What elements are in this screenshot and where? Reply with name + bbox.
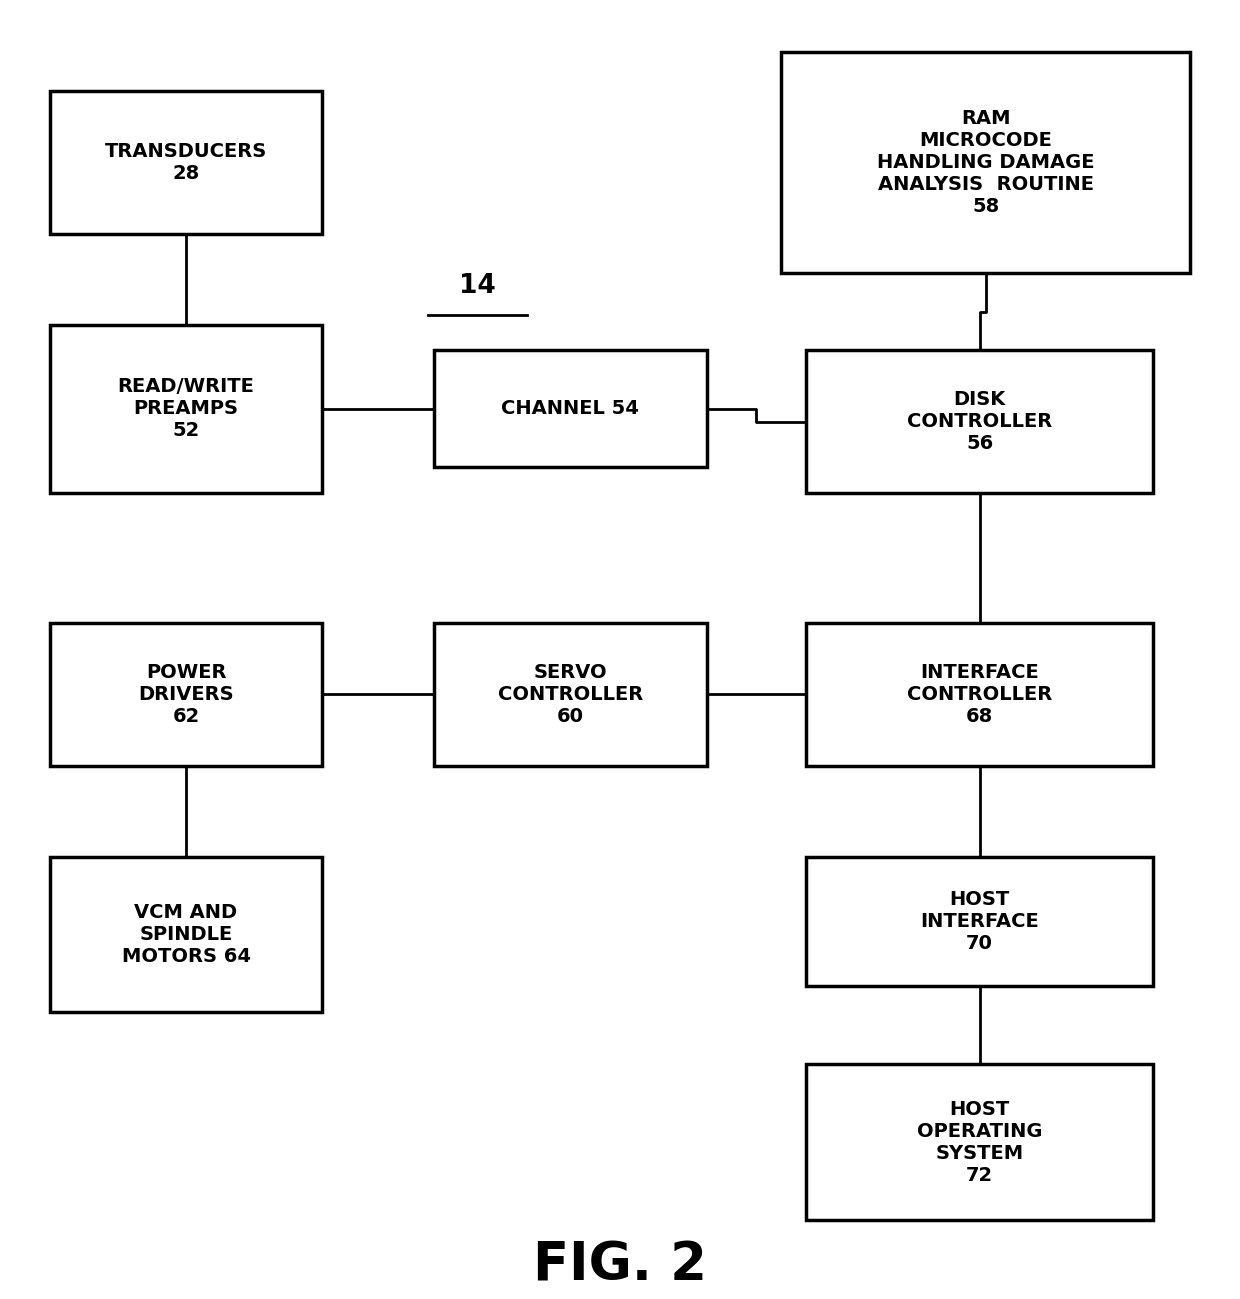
FancyBboxPatch shape: [434, 624, 707, 766]
Text: FIG. 2: FIG. 2: [533, 1239, 707, 1291]
FancyBboxPatch shape: [806, 856, 1153, 986]
FancyBboxPatch shape: [806, 1064, 1153, 1220]
FancyBboxPatch shape: [50, 91, 322, 234]
Text: 14: 14: [459, 273, 496, 299]
Text: POWER
DRIVERS
62: POWER DRIVERS 62: [138, 662, 234, 726]
Text: HOST
OPERATING
SYSTEM
72: HOST OPERATING SYSTEM 72: [916, 1100, 1043, 1185]
FancyBboxPatch shape: [806, 351, 1153, 494]
Text: SERVO
CONTROLLER
60: SERVO CONTROLLER 60: [497, 662, 644, 726]
FancyBboxPatch shape: [806, 624, 1153, 766]
FancyBboxPatch shape: [50, 325, 322, 494]
Text: TRANSDUCERS
28: TRANSDUCERS 28: [105, 142, 267, 183]
Text: VCM AND
SPINDLE
MOTORS 64: VCM AND SPINDLE MOTORS 64: [122, 903, 250, 966]
Text: READ/WRITE
PREAMPS
52: READ/WRITE PREAMPS 52: [118, 378, 254, 440]
Text: RAM
MICROCODE
HANDLING DAMAGE
ANALYSIS  ROUTINE
58: RAM MICROCODE HANDLING DAMAGE ANALYSIS R…: [877, 109, 1095, 216]
FancyBboxPatch shape: [781, 52, 1190, 273]
FancyBboxPatch shape: [50, 624, 322, 766]
FancyBboxPatch shape: [50, 856, 322, 1012]
Text: DISK
CONTROLLER
56: DISK CONTROLLER 56: [906, 391, 1053, 453]
Text: CHANNEL 54: CHANNEL 54: [501, 399, 640, 418]
Text: INTERFACE
CONTROLLER
68: INTERFACE CONTROLLER 68: [906, 662, 1053, 726]
Text: HOST
INTERFACE
70: HOST INTERFACE 70: [920, 890, 1039, 953]
FancyBboxPatch shape: [434, 351, 707, 468]
